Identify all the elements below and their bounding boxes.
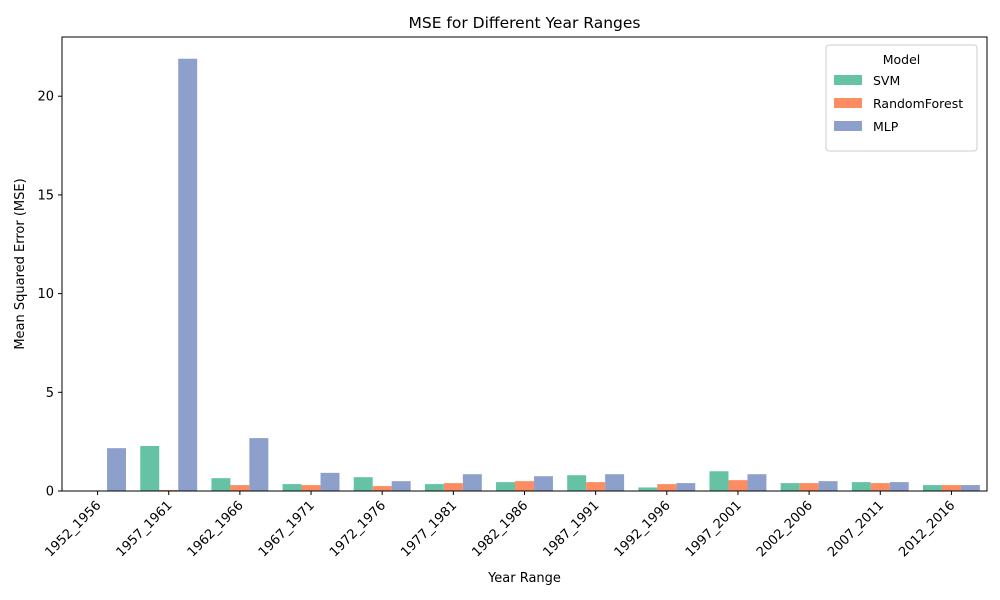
legend-swatch-svm — [834, 75, 862, 85]
legend-swatch-mlp — [834, 121, 862, 131]
bar-mlp-2012_2016 — [960, 485, 980, 491]
bar-mlp-1987_1991 — [605, 474, 625, 491]
bar-mlp-1982_1986 — [533, 476, 553, 491]
legend-title: Model — [883, 52, 921, 67]
bar-svm-1967_1971 — [282, 484, 302, 491]
y-tick-label: 0 — [46, 485, 54, 500]
x-axis-title: Year Range — [487, 571, 561, 586]
bar-randomforest-1977_1981 — [443, 483, 463, 491]
bar-svm-2012_2016 — [922, 485, 942, 491]
y-axis-title: Mean Squared Error (MSE) — [13, 178, 28, 349]
bar-mlp-1962_1966 — [249, 438, 269, 491]
bar-randomforest-2002_2006 — [799, 483, 819, 491]
legend-swatch-randomforest — [834, 98, 862, 108]
bar-randomforest-1992_1996 — [657, 484, 677, 491]
legend-label-mlp: MLP — [873, 119, 899, 134]
bar-mlp-1977_1981 — [462, 474, 482, 491]
bar-randomforest-1962_1966 — [230, 485, 250, 491]
y-tick-label: 10 — [37, 287, 54, 302]
bar-svm-1972_1976 — [353, 477, 373, 491]
bars-layer — [107, 58, 980, 491]
y-tick-label: 20 — [37, 90, 54, 105]
bar-randomforest-1972_1976 — [372, 486, 392, 491]
y-tick-label: 15 — [37, 188, 54, 203]
bar-mlp-1997_2001 — [747, 474, 767, 491]
bar-randomforest-1997_2001 — [728, 480, 748, 491]
y-tick-label: 5 — [46, 386, 54, 401]
bar-svm-1957_1961 — [140, 445, 160, 491]
chart-title: MSE for Different Year Ranges — [409, 14, 641, 32]
bar-svm-2007_2011 — [851, 482, 871, 491]
bar-randomforest-1967_1971 — [301, 485, 321, 491]
bar-mlp-1957_1961 — [178, 58, 198, 491]
legend-box — [825, 44, 978, 152]
bar-mlp-1967_1971 — [320, 472, 340, 491]
bar-svm-1997_2001 — [709, 471, 729, 491]
bar-svm-1992_1996 — [638, 487, 658, 491]
y-axis: 0 5 10 15 20 — [37, 90, 62, 500]
bar-randomforest-1982_1986 — [515, 481, 534, 491]
bar-svm-1962_1966 — [211, 478, 231, 491]
bar-svm-1977_1981 — [424, 484, 444, 491]
bar-svm-1982_1986 — [496, 482, 516, 491]
bar-mlp-1972_1976 — [391, 481, 411, 491]
bar-svm-2002_2006 — [780, 483, 800, 491]
bar-mlp-1952_1956 — [107, 448, 127, 491]
bar-mlp-2002_2006 — [818, 481, 838, 491]
legend-label-svm: SVM — [873, 73, 900, 88]
bar-svm-1987_1991 — [567, 475, 587, 491]
bar-mlp-2007_2011 — [889, 482, 909, 491]
legend-items: SVM RandomForest MLP — [834, 73, 963, 134]
bar-randomforest-1987_1991 — [586, 482, 606, 491]
bar-randomforest-2012_2016 — [941, 485, 961, 491]
bar-mlp-1992_1996 — [676, 483, 696, 491]
legend-label-randomforest: RandomForest — [873, 96, 963, 111]
bar-randomforest-2007_2011 — [870, 483, 890, 491]
legend: Model SVM RandomForest MLP — [825, 44, 978, 152]
